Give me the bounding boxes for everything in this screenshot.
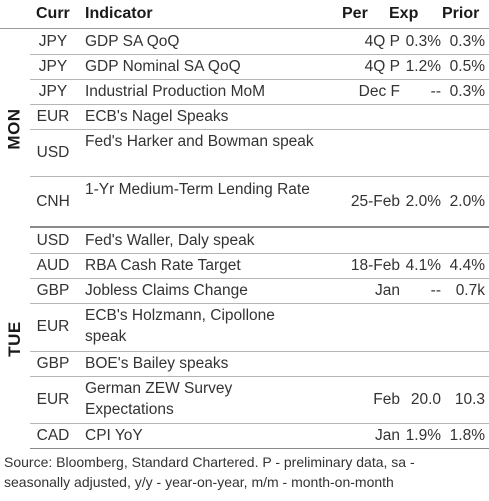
row-curr: JPY bbox=[38, 58, 68, 75]
row-exp: 1.2% bbox=[405, 58, 441, 75]
header-per: Per bbox=[342, 5, 368, 22]
table-row: GBP BOE's Bailey speaks bbox=[30, 351, 489, 377]
row-curr: USD bbox=[36, 144, 70, 161]
row-exp: 0.3% bbox=[405, 33, 441, 50]
row-prior: 0.5% bbox=[449, 58, 485, 75]
row-indicator: Jobless Claims Change bbox=[85, 282, 248, 299]
row-indicator: CPI YoY bbox=[85, 427, 143, 444]
row-indicator: GDP Nominal SA QoQ bbox=[85, 58, 241, 75]
row-prior: 2.0% bbox=[449, 193, 485, 210]
row-curr: EUR bbox=[36, 391, 70, 408]
row-indicator: Fed's Waller, Daly speak bbox=[85, 232, 255, 249]
row-indicator: GDP SA QoQ bbox=[85, 33, 180, 50]
row-curr: GBP bbox=[36, 282, 70, 299]
day-label-mon: MON bbox=[5, 107, 25, 150]
table-row: JPY GDP SA QoQ 4Q P 0.3% 0.3% bbox=[30, 29, 489, 55]
header-prior: Prior bbox=[442, 5, 480, 22]
table-row: CAD CPI YoY Jan 1.9% 1.8% bbox=[30, 423, 489, 449]
row-exp: 4.1% bbox=[405, 257, 441, 274]
row-prior: 0.7k bbox=[455, 282, 485, 299]
day-band-tue: TUE bbox=[0, 228, 30, 449]
row-exp: 20.0 bbox=[410, 391, 441, 408]
row-indicator: Industrial Production MoM bbox=[85, 83, 266, 100]
table-row: USD Fed's Waller, Daly speak bbox=[30, 228, 489, 254]
table-row: EUR ECB's Holzmann, Cipollone speak bbox=[30, 303, 489, 352]
table-row: AUD RBA Cash Rate Target 18-Feb 4.1% 4.4… bbox=[30, 253, 489, 279]
table-header: Curr Indicator Per Exp Prior bbox=[0, 0, 489, 28]
row-indicator: BOE's Bailey speaks bbox=[85, 355, 229, 372]
row-indicator: Fed's Harker and Bowman speak bbox=[85, 133, 314, 150]
row-prior: 1.8% bbox=[449, 427, 485, 444]
table-row: JPY Industrial Production MoM Dec F -- 0… bbox=[30, 79, 489, 105]
row-curr: CNH bbox=[36, 193, 70, 210]
table-row: JPY GDP Nominal SA QoQ 4Q P 1.2% 0.5% bbox=[30, 54, 489, 80]
day-label-tue: TUE bbox=[5, 320, 24, 357]
row-curr: JPY bbox=[38, 83, 68, 100]
row-per: 18-Feb bbox=[350, 257, 400, 274]
row-prior: 0.3% bbox=[449, 83, 485, 100]
table-row: CNH 1-Yr Medium-Term Lending Rate 25-Feb… bbox=[30, 176, 489, 228]
day-band-mon: MON bbox=[0, 29, 30, 228]
row-prior: 0.3% bbox=[449, 33, 485, 50]
row-curr: USD bbox=[36, 232, 70, 249]
table-row: GBP Jobless Claims Change Jan -- 0.7k bbox=[30, 278, 489, 304]
row-curr: GBP bbox=[36, 355, 70, 372]
row-per: 4Q P bbox=[364, 33, 400, 50]
header-curr: Curr bbox=[36, 5, 70, 22]
row-per: Jan bbox=[375, 427, 400, 444]
row-per: Jan bbox=[375, 282, 400, 299]
row-exp: 2.0% bbox=[405, 193, 441, 210]
header-exp: Exp bbox=[389, 5, 419, 22]
row-indicator: German ZEW Survey Expectations bbox=[85, 380, 233, 418]
row-curr: CAD bbox=[36, 427, 70, 444]
row-exp: 1.9% bbox=[405, 427, 441, 444]
row-per: Feb bbox=[373, 391, 400, 408]
row-indicator: ECB's Holzmann, Cipollone speak bbox=[85, 307, 275, 345]
row-prior: 4.4% bbox=[449, 257, 485, 274]
row-curr: JPY bbox=[38, 33, 68, 50]
calendar-table: MON TUE JPY GDP SA QoQ 4Q P 0.3% 0.3% JP… bbox=[0, 28, 489, 449]
row-per: Dec F bbox=[358, 83, 400, 100]
table-row: EUR ECB's Nagel Speaks bbox=[30, 104, 489, 130]
table-row: EUR German ZEW Survey Expectations Feb 2… bbox=[30, 376, 489, 424]
row-curr: EUR bbox=[36, 318, 70, 335]
header-indicator: Indicator bbox=[85, 5, 153, 22]
row-indicator: RBA Cash Rate Target bbox=[85, 257, 241, 274]
table-row: USD Fed's Harker and Bowman speak bbox=[30, 129, 489, 177]
source-footnote: Source: Bloomberg, Standard Chartered. P… bbox=[4, 454, 415, 490]
row-per: 25-Feb bbox=[350, 193, 400, 210]
row-curr: EUR bbox=[36, 108, 70, 125]
row-prior: 10.3 bbox=[454, 391, 485, 408]
row-exp: -- bbox=[430, 282, 441, 299]
row-indicator: ECB's Nagel Speaks bbox=[85, 108, 229, 125]
row-exp: -- bbox=[430, 83, 441, 100]
row-per: 4Q P bbox=[364, 58, 400, 75]
row-curr: AUD bbox=[36, 257, 70, 274]
row-indicator: 1-Yr Medium-Term Lending Rate bbox=[85, 181, 310, 198]
